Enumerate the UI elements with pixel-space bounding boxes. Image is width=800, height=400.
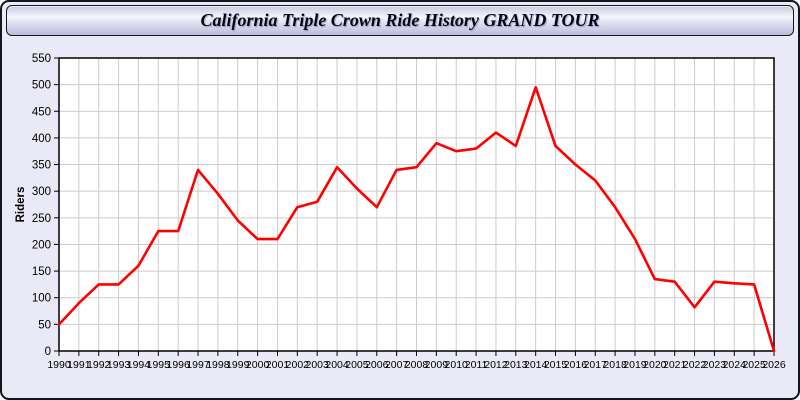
x-tick-label: 1990	[47, 359, 71, 371]
y-tick-label: 450	[32, 106, 51, 118]
x-tick-label: 2026	[762, 359, 786, 371]
y-tick-label: 150	[32, 266, 51, 278]
x-tick-label: 2024	[723, 359, 747, 371]
x-tick-label: 1994	[127, 359, 151, 371]
x-tick-label: 2002	[286, 359, 310, 371]
x-tick-label: 2019	[623, 359, 647, 371]
riders-series-line	[57, 86, 776, 353]
x-tick-label: 2001	[266, 359, 290, 371]
x-tick-label: 1991	[67, 359, 91, 371]
x-tick-label: 2013	[504, 359, 528, 371]
plot-border	[58, 57, 775, 352]
y-tick-label: 400	[32, 133, 51, 145]
x-tick-label: 1999	[226, 359, 250, 371]
x-tick-label: 2021	[663, 359, 687, 371]
x-tick-label: 2016	[564, 359, 588, 371]
x-tick-label: 2008	[405, 359, 429, 371]
x-tick-label: 2017	[584, 359, 608, 371]
y-tick-label: 250	[32, 213, 51, 225]
x-tick-label: 2007	[385, 359, 409, 371]
x-tick-label: 2014	[524, 359, 548, 371]
x-tick-label: 1995	[147, 359, 171, 371]
x-tick-label: 1997	[186, 359, 210, 371]
x-tick-label: 1992	[87, 359, 111, 371]
y-tick-label: 300	[32, 186, 51, 198]
y-tick-label: 550	[32, 53, 51, 65]
x-tick-label: 2004	[325, 359, 349, 371]
x-tick-label: 2020	[643, 359, 667, 371]
title-bar: California Triple Crown Ride History GRA…	[6, 5, 794, 36]
x-tick-label: 2012	[484, 359, 508, 371]
y-tick-label: 50	[38, 319, 51, 331]
x-tick-label: 1996	[166, 359, 190, 371]
x-tick-label: 2025	[742, 359, 766, 371]
x-tick-label: 2022	[683, 359, 707, 371]
x-tick-label: 2006	[365, 359, 389, 371]
x-tick-label: 2003	[306, 359, 330, 371]
y-tick-label: 100	[32, 293, 51, 305]
x-tick-label: 2018	[603, 359, 627, 371]
x-tick-label: 1993	[107, 359, 131, 371]
x-tick-label: 2023	[703, 359, 727, 371]
y-axis-title: Riders	[15, 187, 27, 223]
y-tick-label: 500	[32, 80, 51, 92]
x-tick-label: 2011	[465, 359, 488, 371]
y-tick-label: 350	[32, 160, 51, 172]
x-tick-label: 1998	[206, 359, 230, 371]
x-tick-label: 2005	[345, 359, 369, 371]
y-tick-label: 200	[32, 239, 51, 251]
page-title: California Triple Crown Ride History GRA…	[200, 10, 600, 30]
x-tick-label: 2000	[246, 359, 270, 371]
x-tick-label: 2015	[544, 359, 568, 371]
x-tick-label: 2009	[425, 359, 449, 371]
x-tick-label: 2010	[445, 359, 469, 371]
y-tick-label: 0	[45, 346, 51, 358]
